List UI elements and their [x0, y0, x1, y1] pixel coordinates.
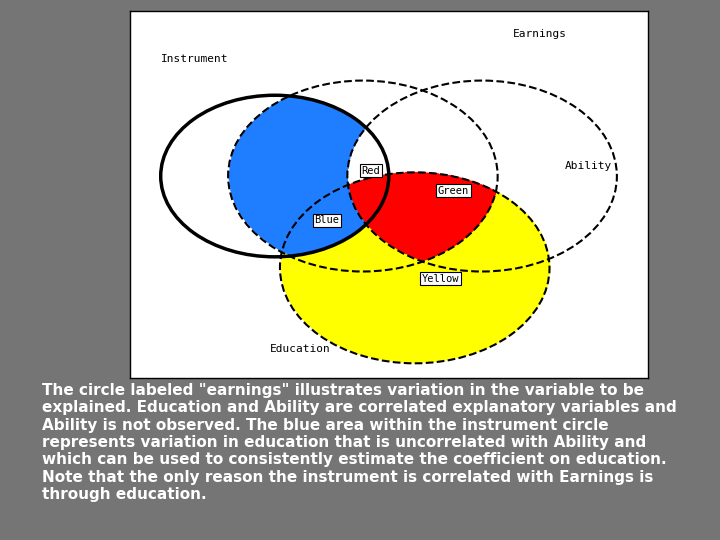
- Text: Blue: Blue: [314, 215, 339, 225]
- Text: Red: Red: [361, 166, 380, 176]
- Text: Yellow: Yellow: [422, 274, 459, 284]
- Text: The circle labeled "earnings" illustrates variation in the variable to be
explai: The circle labeled "earnings" illustrate…: [42, 383, 677, 502]
- Text: Instrument: Instrument: [161, 54, 228, 64]
- Text: Earnings: Earnings: [513, 29, 567, 38]
- Text: Green: Green: [438, 186, 469, 195]
- Text: Education: Education: [269, 345, 330, 354]
- Text: Ability: Ability: [565, 161, 612, 171]
